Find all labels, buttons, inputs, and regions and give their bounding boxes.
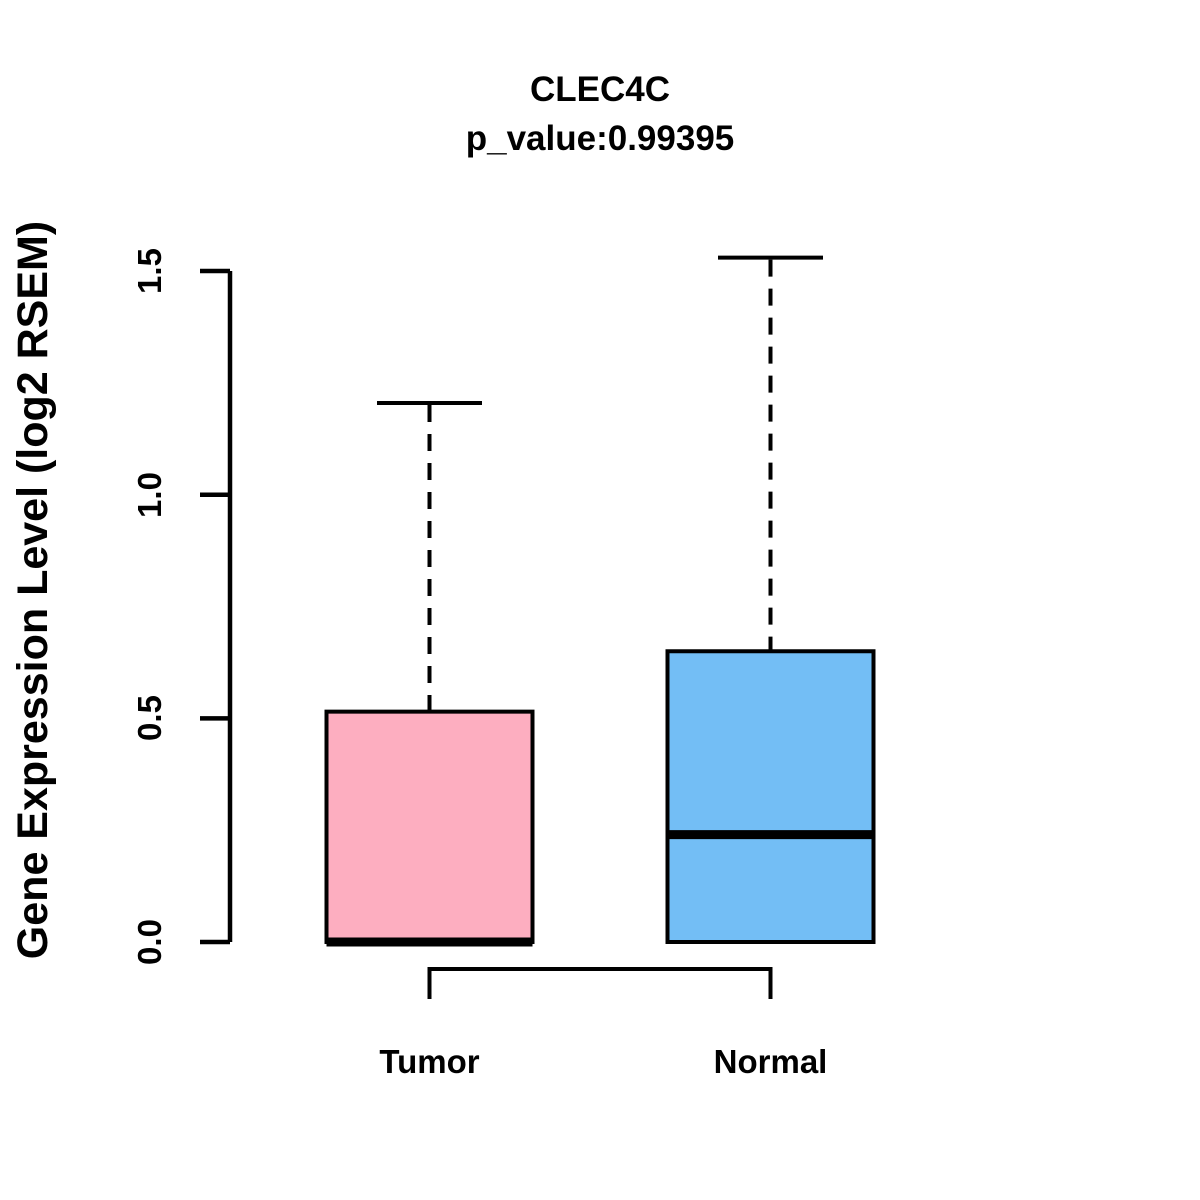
y-tick-label: 0.5: [131, 695, 168, 742]
y-tick-label: 1.5: [131, 248, 168, 294]
comparison-bracket: [427, 967, 773, 999]
chart-subtitle-pvalue: p_value:0.99395: [465, 119, 735, 158]
y-tick-label: 1.0: [131, 471, 168, 518]
tumor-box: [324, 709, 535, 944]
x-category-label-tumor: Tumor: [379, 1043, 480, 1080]
x-category-label-normal: Normal: [713, 1043, 828, 1080]
normal-box: [665, 649, 876, 944]
chart-title: CLEC4C: [529, 70, 671, 109]
y-tick-label: 0.0: [131, 919, 168, 965]
